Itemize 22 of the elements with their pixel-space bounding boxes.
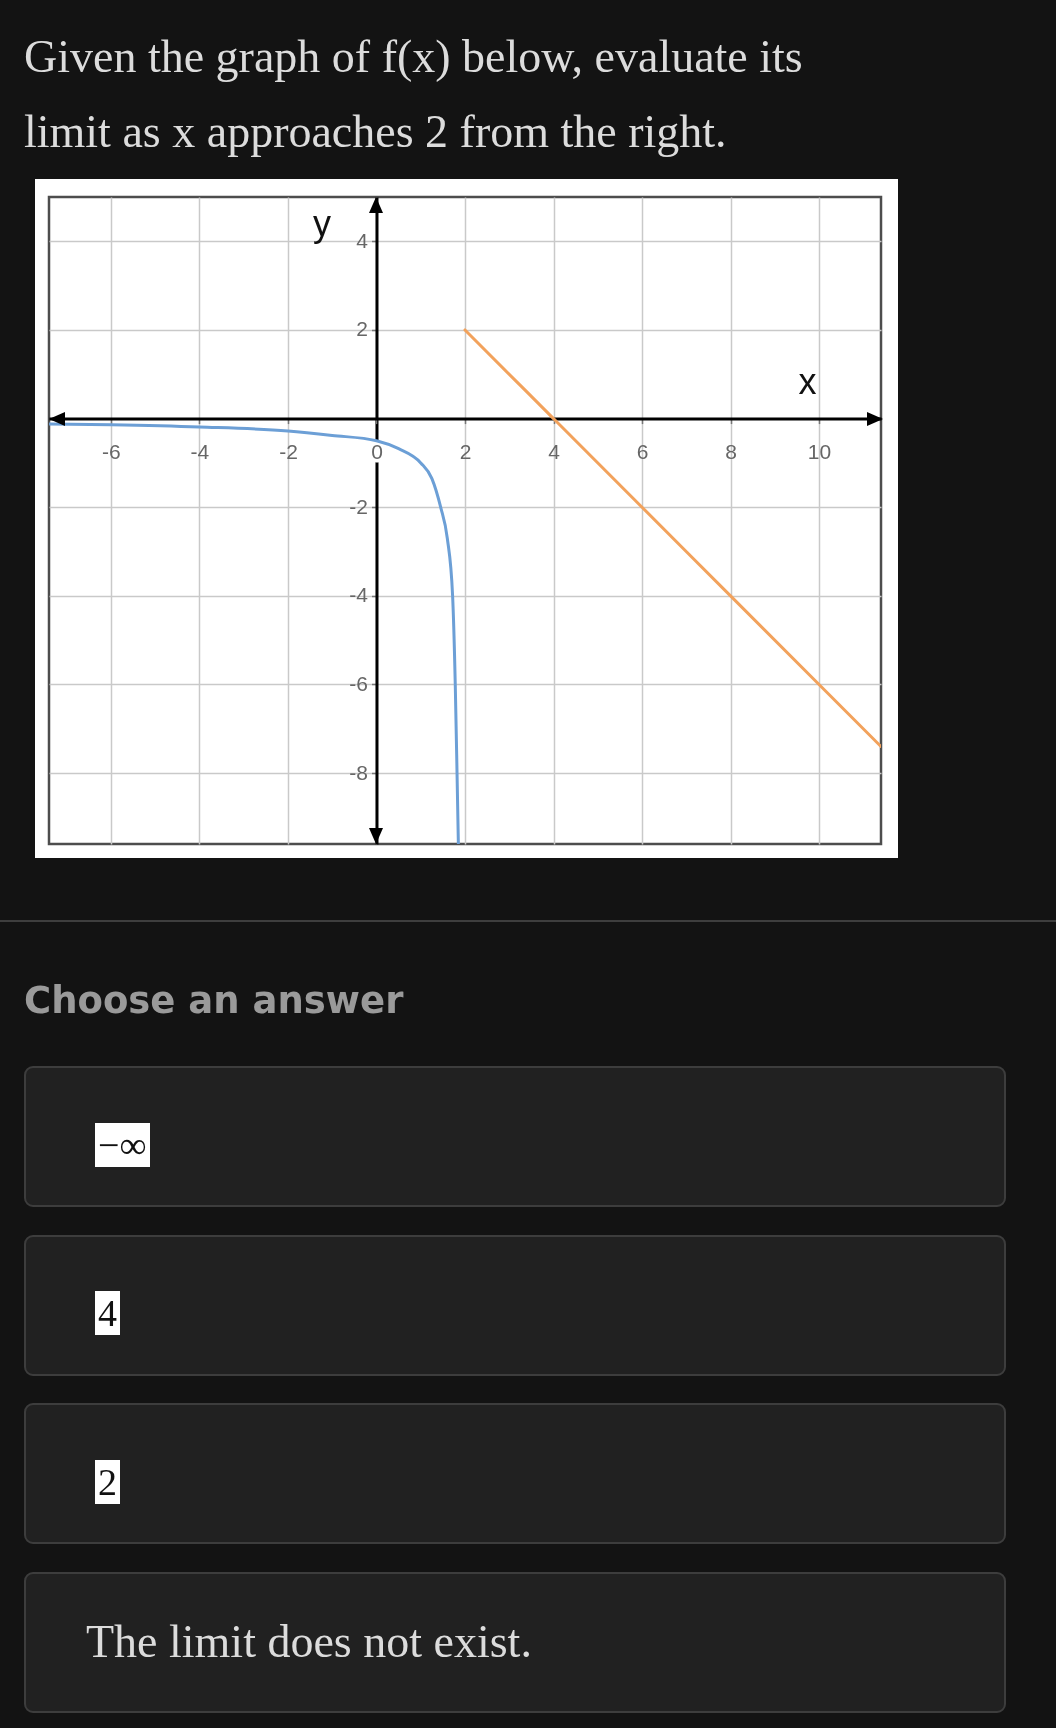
x-tick-label: -6: [102, 440, 121, 464]
text: Choose an answer: [24, 978, 404, 1024]
x-axis-title: x: [798, 361, 817, 403]
y-tick-label: -4: [349, 583, 369, 607]
y-tick-label: 2: [356, 317, 368, 341]
x-tick-label: -2: [279, 440, 298, 464]
answer-option[interactable]: 4: [24, 1234, 1006, 1376]
answer-option[interactable]: The limit does not exist.: [24, 1571, 1006, 1713]
x-tick-label: 2: [459, 440, 472, 464]
x-tick-label: 8: [725, 440, 737, 464]
answer-option[interactable]: −∞: [24, 1066, 1006, 1207]
y-tick-label: -8: [349, 760, 368, 784]
x-tick-label: 6: [636, 440, 649, 464]
y-tick-label: -2: [349, 494, 368, 518]
y-axis-title: y: [312, 202, 331, 244]
x-tick-label: 10: [807, 440, 832, 464]
x-tick-label: -4: [190, 440, 210, 464]
y-tick-label: 4: [356, 228, 369, 252]
x-tick-label: 4: [548, 440, 561, 464]
y-tick-label: -6: [349, 671, 368, 695]
chart-title: Given the graph of f(x) below, evaluate its limit as x approaches 2 from the right.: [24, 30, 804, 159]
answer-option[interactable]: 2: [24, 1403, 1006, 1544]
